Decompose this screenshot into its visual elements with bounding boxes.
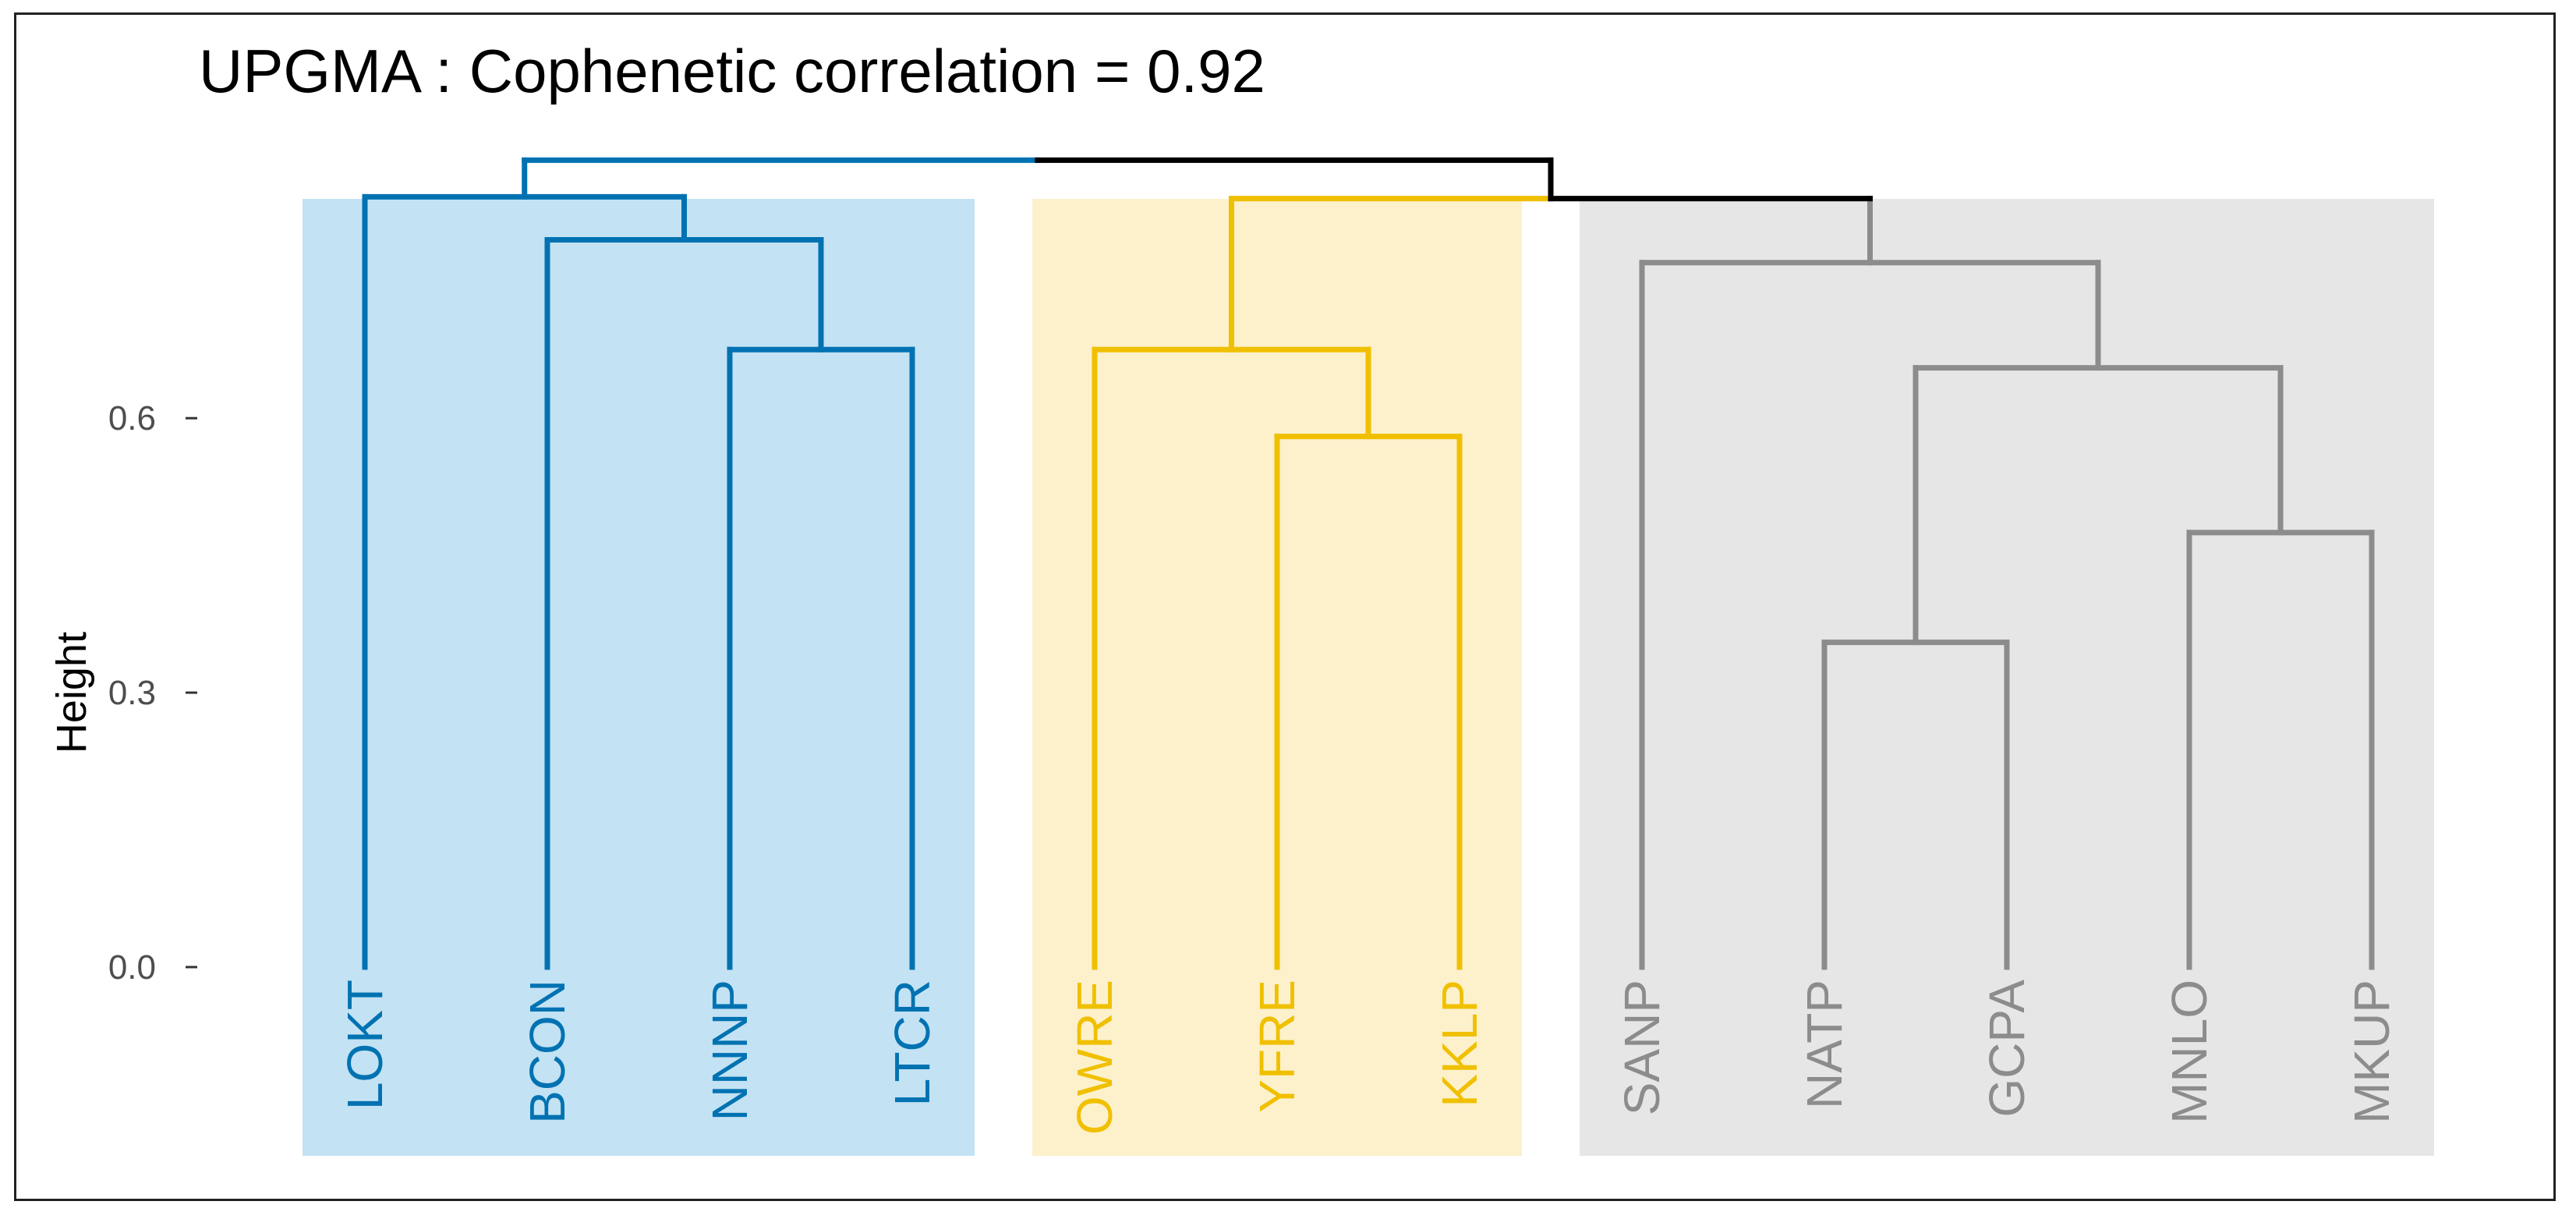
y-tick-label: 0.6 — [108, 399, 156, 438]
cluster-background-1 — [303, 199, 975, 1156]
leaf-label: NATP — [1796, 980, 1852, 1109]
leaf-label: NNNP — [702, 980, 758, 1121]
y-tick-label: 0.0 — [108, 948, 156, 987]
y-tick-label: 0.3 — [108, 674, 156, 712]
leaf-label: MNLO — [2161, 980, 2217, 1124]
leaf-label: GCPA — [1979, 980, 2035, 1118]
leaf-label: BCON — [519, 980, 575, 1124]
leaf-label: LTCR — [884, 980, 940, 1106]
chart-title: UPGMA : Cophenetic correlation = 0.92 — [199, 37, 1265, 105]
leaf-label: KKLP — [1431, 980, 1488, 1107]
leaf-label: MKUP — [2344, 980, 2400, 1124]
leaf-label: SANP — [1614, 980, 1670, 1115]
y-axis-label: Height — [48, 632, 95, 753]
leaf-label: OWRE — [1067, 980, 1123, 1135]
leaf-label: YFRE — [1249, 980, 1305, 1113]
leaf-label: LOKT — [337, 980, 393, 1110]
